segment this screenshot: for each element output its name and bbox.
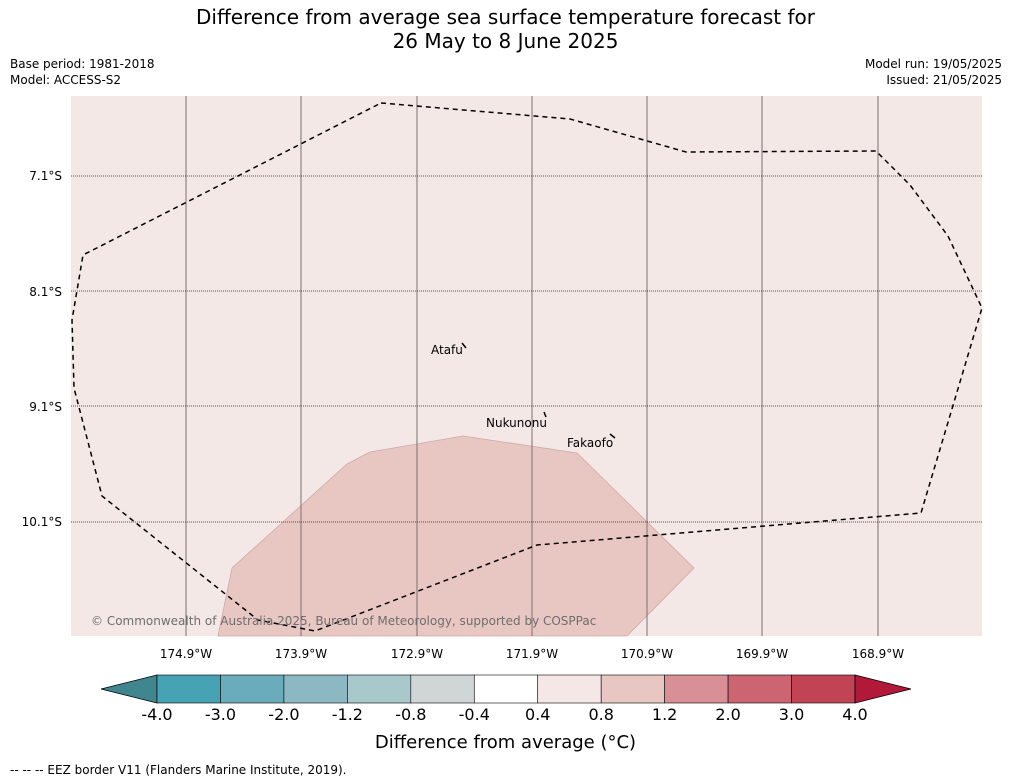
place-label-nukunonu: Nukunonu [486, 416, 547, 430]
colorbar-segment [664, 674, 729, 704]
colorbar-extend-high [854, 674, 912, 704]
colorbar-segment [473, 674, 539, 704]
colorbar-segment [156, 674, 221, 704]
map-title: Difference from average sea surface temp… [0, 5, 1011, 53]
colorbar-tick-label: -1.2 [331, 705, 363, 724]
lon-label: 168.9°W [851, 647, 905, 661]
lat-label: 7.1°S [29, 169, 62, 183]
colorbar-segment [220, 674, 285, 704]
colorbar-title: Difference from average (°C) [374, 732, 637, 753]
base-period: Base period: 1981-2018 [10, 57, 155, 71]
colorbar-segment [600, 674, 665, 704]
meta-right: Model run: 19/05/2025 Issued: 21/05/2025 [865, 56, 1002, 88]
fakaofo-island [609, 433, 616, 439]
lon-label: 169.9°W [735, 647, 789, 661]
title-line-2: 26 May to 8 June 2025 [392, 29, 619, 53]
atafu-island [461, 342, 467, 349]
model-name: Model: ACCESS-S2 [10, 73, 122, 87]
colorbar-tick-label: -2.0 [268, 705, 300, 724]
colorbar-tick-label: 3.0 [778, 705, 805, 724]
colorbar [100, 674, 912, 704]
colorbar-tick-label: 2.0 [715, 705, 741, 724]
lon-label: 174.9°W [159, 647, 213, 661]
colorbar-segment [537, 674, 602, 704]
colorbar-segment [283, 674, 348, 704]
island-marks [461, 342, 616, 439]
eez-border [71, 102, 983, 632]
nukunonu-island [543, 411, 547, 418]
lon-label: 170.9°W [620, 647, 674, 661]
colorbar-tick-label: 1.2 [651, 705, 678, 724]
colorbar-tick-label: 4.0 [842, 705, 868, 724]
copyright-notice: © Commonwealth of Australia 2025, Bureau… [91, 614, 597, 628]
meta-left: Base period: 1981-2018 Model: ACCESS-S2 [10, 56, 155, 88]
colorbar-tick-label: -3.0 [204, 705, 237, 724]
lon-label: 171.9°W [505, 647, 559, 661]
colorbar-tick-label: 0.4 [524, 705, 551, 724]
lat-label: 9.1°S [29, 400, 62, 414]
lat-label: 10.1°S [21, 515, 62, 529]
place-label-atafu: Atafu [431, 343, 463, 357]
colorbar-tick-label: -4.0 [141, 705, 173, 724]
colorbar-segment [410, 674, 475, 704]
model-run: Model run: 19/05/2025 [864, 57, 1002, 71]
lon-label: 172.9°W [390, 647, 444, 661]
lon-label: 173.9°W [274, 647, 328, 661]
meridian-lines [185, 96, 879, 636]
place-label-fakaofo: Fakaofo [567, 436, 614, 450]
colorbar-tick-label: -0.4 [458, 705, 490, 724]
lat-label: 8.1°S [29, 285, 62, 299]
colorbar-extend-low [100, 674, 158, 704]
colorbar-tick-label: 0.8 [588, 705, 614, 724]
colorbar-segment [347, 674, 412, 704]
colorbar-segment [727, 674, 792, 704]
eez-legend-note: -- -- -- EEZ border V11 (Flanders Marine… [10, 763, 347, 777]
title-line-1: Difference from average sea surface temp… [195, 5, 815, 29]
colorbar-tick-label: -0.8 [395, 705, 427, 724]
issued-date: Issued: 21/05/2025 [886, 73, 1002, 87]
anomaly-region [217, 435, 695, 637]
colorbar-segment [791, 674, 856, 704]
